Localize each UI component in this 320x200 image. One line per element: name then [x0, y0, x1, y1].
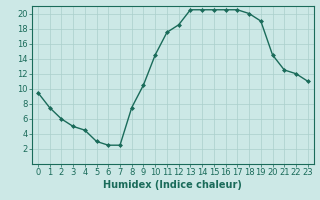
X-axis label: Humidex (Indice chaleur): Humidex (Indice chaleur) [103, 180, 242, 190]
